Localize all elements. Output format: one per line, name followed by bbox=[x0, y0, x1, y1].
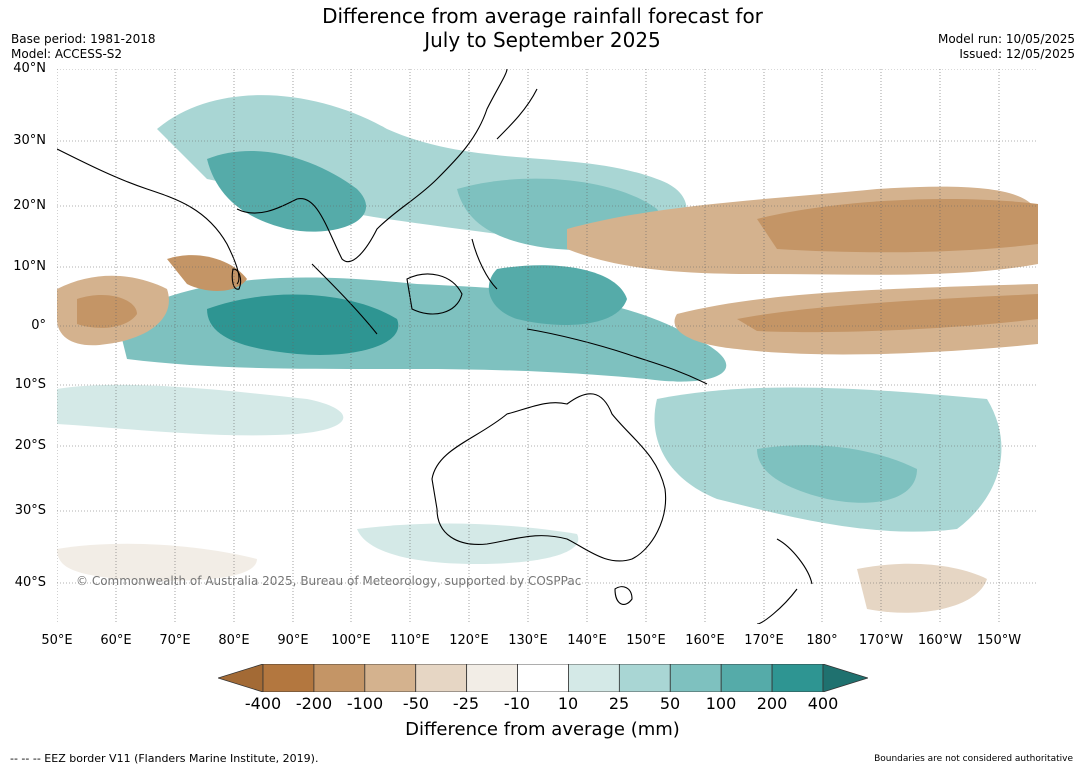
tasmania-coastline bbox=[614, 586, 633, 605]
lon-label: 160°W bbox=[917, 633, 963, 648]
lon-label: 50°E bbox=[41, 633, 73, 648]
philippines-coastline bbox=[471, 238, 498, 290]
colorbar-tick: 100 bbox=[705, 694, 737, 713]
colorbar bbox=[218, 664, 868, 692]
map-dry-region bbox=[57, 543, 257, 581]
colorbar-tick: -10 bbox=[503, 694, 531, 713]
base-period: Base period: 1981-2018 bbox=[11, 32, 156, 46]
colorbar-cell bbox=[466, 664, 518, 692]
colorbar-cell bbox=[517, 664, 569, 692]
map-dry-region bbox=[77, 294, 137, 328]
lon-label: 160°E bbox=[685, 633, 725, 648]
japan-coastline bbox=[496, 88, 538, 140]
model-name: Model: ACCESS-S2 bbox=[11, 47, 123, 61]
lon-label: 70°E bbox=[159, 633, 191, 648]
lat-label-10n: 10°N bbox=[13, 259, 46, 274]
colorbar-title: Difference from average (mm) bbox=[405, 719, 680, 740]
issued-date: Issued: 12/05/2025 bbox=[959, 47, 1075, 61]
sumatra-coastline bbox=[311, 263, 378, 335]
asia-coastline bbox=[57, 69, 508, 285]
coastlines bbox=[57, 69, 813, 624]
sri-lanka-coastline bbox=[231, 268, 242, 290]
lon-label: 150°E bbox=[626, 633, 666, 648]
map-dry-region bbox=[857, 563, 987, 613]
colorbar-arrow-high bbox=[822, 664, 868, 692]
lon-label: 180° bbox=[806, 633, 838, 648]
colorbar-cell bbox=[669, 664, 722, 692]
colorbar-tick: -25 bbox=[452, 694, 480, 713]
colorbar-tick: 25 bbox=[608, 694, 630, 713]
lon-label: 100°E bbox=[331, 633, 371, 648]
lat-label-40n: 40°N bbox=[13, 61, 46, 76]
colorbar-cell bbox=[618, 664, 671, 692]
colorbar-cell bbox=[568, 664, 620, 692]
meta-left: Base period: 1981-2018 Model: ACCESS-S2 bbox=[11, 32, 156, 62]
new-zealand-coastline bbox=[756, 538, 813, 624]
lon-label: 90°E bbox=[277, 633, 309, 648]
lon-label: 140°E bbox=[567, 633, 607, 648]
lat-label-30n: 30°N bbox=[13, 133, 46, 148]
lon-label: 60°E bbox=[100, 633, 132, 648]
lon-label: 80°E bbox=[218, 633, 250, 648]
lon-label: 130°E bbox=[508, 633, 548, 648]
map-dry-region bbox=[757, 199, 1038, 253]
lon-label: 170°E bbox=[744, 633, 784, 648]
model-run: Model run: 10/05/2025 bbox=[937, 32, 1075, 46]
lon-label: 120°E bbox=[449, 633, 489, 648]
colorbar-cell bbox=[771, 664, 824, 692]
colorbar-tick: -50 bbox=[402, 694, 430, 713]
chart-title: Difference from average rainfall forecas… bbox=[0, 4, 1085, 52]
colorbar-arrow-low bbox=[218, 664, 264, 692]
eez-legend: -- -- -- EEZ border V11 (Flanders Marine… bbox=[10, 752, 319, 765]
lat-label-10s: 10°S bbox=[14, 377, 46, 392]
colorbar-tick: 400 bbox=[807, 694, 839, 713]
colorbar-tick: -200 bbox=[295, 694, 333, 713]
map-dry-region bbox=[737, 294, 1038, 333]
boundary-disclaimer: Boundaries are not considered authoritat… bbox=[874, 754, 1073, 764]
lat-label-20n: 20°N bbox=[13, 198, 46, 213]
map-wet-region bbox=[757, 445, 917, 503]
australia-coastline bbox=[431, 393, 667, 562]
rainfall-map bbox=[57, 69, 1038, 624]
new-guinea-coastline bbox=[526, 328, 708, 385]
lon-label: 150°W bbox=[976, 633, 1022, 648]
lat-label-0: 0° bbox=[31, 318, 46, 333]
colorbar-tick: 10 bbox=[557, 694, 579, 713]
map-wet-region bbox=[207, 294, 399, 355]
colorbar-cell bbox=[415, 664, 468, 692]
colorbar-tick: 200 bbox=[756, 694, 788, 713]
borneo-coastline bbox=[406, 273, 463, 315]
map-wet-region bbox=[488, 265, 627, 325]
colorbar-tick: 50 bbox=[659, 694, 681, 713]
title-line-2: July to September 2025 bbox=[424, 28, 661, 52]
colorbar-tick: -400 bbox=[244, 694, 282, 713]
meta-right: Model run: 10/05/2025 Issued: 12/05/2025 bbox=[938, 32, 1075, 62]
lat-label-20s: 20°S bbox=[14, 438, 46, 453]
map-wet-region bbox=[57, 384, 344, 436]
copyright-notice: © Commonwealth of Australia 2025, Bureau… bbox=[76, 574, 582, 588]
colorbar-cell bbox=[313, 664, 366, 692]
lon-label: 110°E bbox=[390, 633, 430, 648]
colorbar-cell bbox=[364, 664, 417, 692]
colorbar-cell bbox=[720, 664, 773, 692]
colorbar-tick: -100 bbox=[346, 694, 384, 713]
colorbar-cell bbox=[262, 664, 315, 692]
map-wet-region bbox=[207, 150, 367, 232]
lon-label: 170°W bbox=[858, 633, 904, 648]
graticule bbox=[57, 69, 1038, 624]
map-dry-region bbox=[167, 255, 247, 291]
lat-label-30s: 30°S bbox=[14, 503, 46, 518]
lat-label-40s: 40°S bbox=[14, 575, 46, 590]
title-line-1: Difference from average rainfall forecas… bbox=[322, 4, 763, 28]
